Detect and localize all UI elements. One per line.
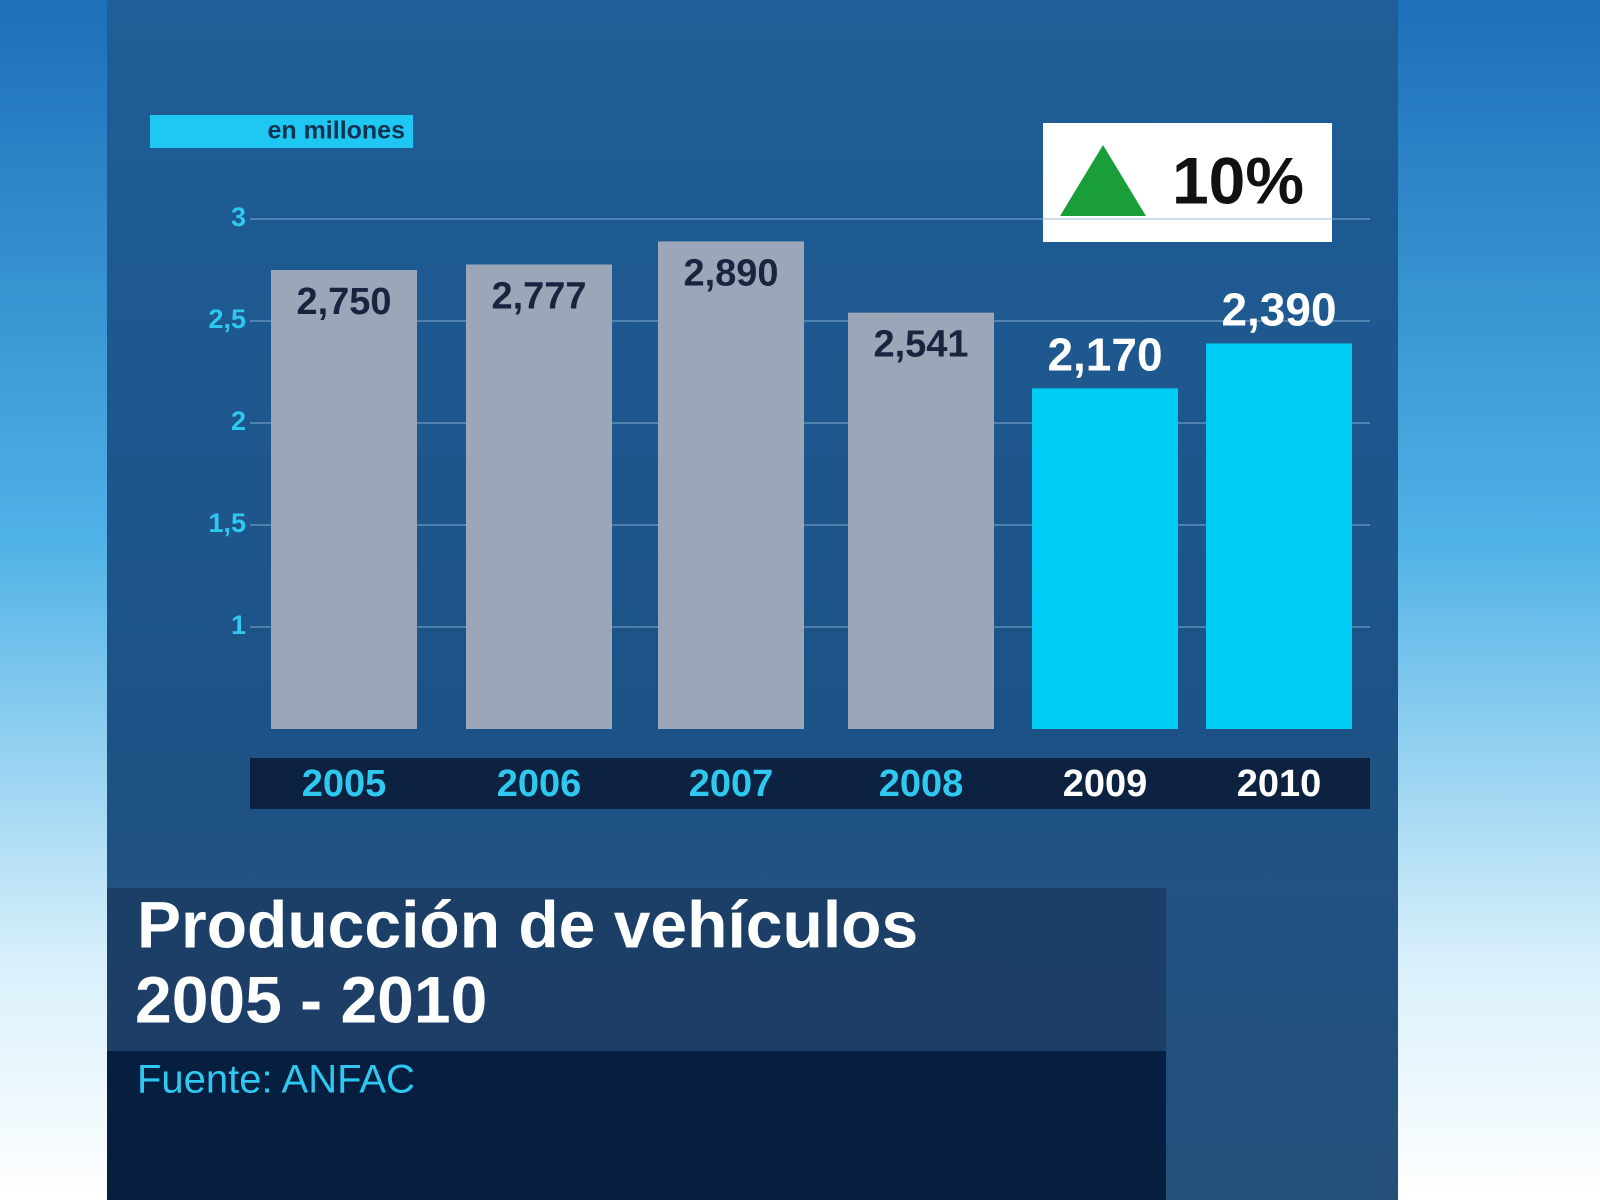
source: Fuente: ANFAC: [137, 1058, 415, 1102]
x-tick-label: 2006: [497, 763, 582, 805]
x-tick-label: 2007: [689, 763, 774, 805]
value-label: 2,170: [1047, 328, 1162, 380]
bar: [658, 241, 804, 729]
annotation: 10%: [1172, 143, 1304, 217]
y-tick-label: 1: [231, 610, 246, 640]
value-label: 2,390: [1221, 284, 1336, 336]
source-box: [107, 1051, 1166, 1200]
y-tick-label: 2,5: [208, 304, 246, 334]
chart-title: Producción de vehículos: [137, 887, 918, 961]
x-tick-label: 2009: [1063, 763, 1148, 805]
category-strip: [250, 758, 1370, 809]
unit-box: [150, 115, 413, 148]
bar: [1206, 343, 1352, 729]
x-tick-label: 2008: [879, 763, 964, 805]
value-label: 2,890: [683, 252, 778, 294]
bar: [1032, 388, 1178, 729]
up-arrow: [1060, 145, 1146, 216]
y-tick-label: 2: [231, 406, 246, 436]
x-tick-label: 2010: [1237, 763, 1322, 805]
value-label: 2,777: [491, 276, 586, 318]
title-box: [107, 888, 1166, 1051]
y-tick-label: 3: [231, 202, 246, 232]
bar: [848, 312, 994, 729]
chart-subtitle: 2005 - 2010: [135, 962, 487, 1036]
bar: [466, 264, 612, 729]
bar: [271, 270, 417, 729]
unit-label: en millones: [267, 117, 405, 145]
x-tick-label: 2005: [302, 763, 387, 805]
value-label: 2,541: [873, 324, 968, 366]
y-tick-label: 1,5: [208, 508, 246, 538]
value-label: 2,750: [296, 281, 391, 323]
